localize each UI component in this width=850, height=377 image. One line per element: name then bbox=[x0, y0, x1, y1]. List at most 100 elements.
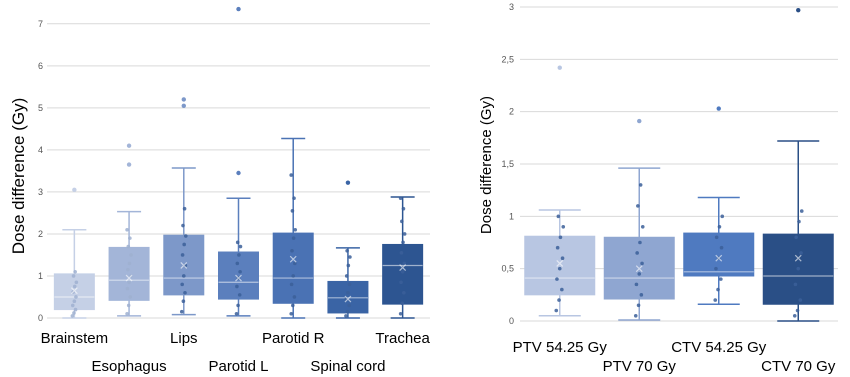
data-point bbox=[635, 251, 639, 255]
outlier-point bbox=[126, 143, 132, 148]
data-point bbox=[560, 287, 564, 292]
data-point bbox=[794, 235, 798, 240]
x-category-label: CTV 54.25 Gy bbox=[671, 339, 767, 356]
data-point bbox=[237, 293, 242, 297]
y-tick-label: 3 bbox=[509, 2, 514, 12]
data-point bbox=[127, 261, 132, 266]
data-point bbox=[640, 225, 645, 229]
data-point bbox=[181, 223, 185, 228]
y-tick-label: 1 bbox=[38, 271, 43, 281]
data-point bbox=[716, 287, 720, 292]
data-point bbox=[399, 251, 404, 255]
data-point bbox=[182, 242, 186, 247]
data-point bbox=[401, 206, 406, 211]
data-point bbox=[181, 299, 186, 303]
data-point bbox=[402, 232, 407, 236]
data-point bbox=[73, 307, 78, 312]
box-trachea bbox=[382, 243, 424, 305]
data-point bbox=[238, 244, 243, 249]
data-point bbox=[713, 298, 718, 302]
data-point bbox=[237, 253, 241, 257]
data-point bbox=[347, 303, 351, 308]
y-tick-label: 0 bbox=[38, 313, 43, 323]
data-point bbox=[799, 209, 804, 213]
data-point bbox=[289, 282, 294, 287]
data-point bbox=[183, 290, 187, 295]
data-point bbox=[346, 290, 350, 295]
data-point bbox=[290, 248, 294, 253]
y-tick-label: 4 bbox=[38, 145, 43, 155]
data-point bbox=[72, 299, 77, 303]
data-point bbox=[555, 245, 560, 250]
data-point bbox=[795, 308, 800, 313]
box-parotid-l bbox=[218, 251, 259, 300]
data-point bbox=[398, 311, 403, 316]
right-chart: 0 0,5 1 1,5 2 2,5 3 PTV 54.25 Gy CTV 54.25 Gy PTV… bbox=[501, 2, 838, 375]
mean-marker bbox=[556, 260, 564, 267]
data-point bbox=[127, 280, 131, 285]
data-point bbox=[292, 295, 297, 299]
y-tick-label: 1 bbox=[509, 211, 514, 221]
data-point bbox=[796, 266, 801, 271]
data-point bbox=[557, 298, 561, 302]
mean-marker bbox=[289, 255, 297, 263]
data-point bbox=[638, 183, 643, 187]
x-category-label: CTV 70 Gy bbox=[761, 358, 836, 375]
outlier-point bbox=[126, 162, 132, 167]
data-point bbox=[180, 282, 184, 287]
data-point bbox=[182, 206, 187, 211]
data-point bbox=[636, 303, 641, 308]
data-point bbox=[128, 295, 133, 299]
data-point bbox=[72, 311, 76, 315]
x-category-label: PTV 70 Gy bbox=[603, 358, 677, 375]
data-point bbox=[180, 253, 185, 257]
y-tick-label: 2 bbox=[38, 229, 43, 239]
data-point bbox=[637, 272, 642, 276]
data-point bbox=[792, 313, 797, 318]
data-point bbox=[290, 209, 295, 213]
data-point bbox=[235, 261, 240, 266]
data-point bbox=[181, 274, 186, 278]
data-point bbox=[72, 284, 77, 289]
mean-marker bbox=[180, 262, 188, 269]
data-point bbox=[126, 244, 131, 249]
mean-marker bbox=[235, 274, 242, 282]
data-point bbox=[400, 301, 405, 306]
x-category-label: Brainstem bbox=[41, 330, 109, 347]
mean-marker bbox=[635, 265, 643, 273]
data-point bbox=[399, 280, 403, 285]
data-point bbox=[125, 311, 129, 316]
data-point bbox=[71, 274, 76, 278]
data-point bbox=[129, 253, 133, 257]
left-chart: 0 1 2 3 4 5 6 7 Brainstem Lips Parotid R Trachea Eso… bbox=[38, 6, 431, 375]
data-point bbox=[291, 236, 296, 240]
data-point bbox=[183, 234, 188, 238]
outlier-point bbox=[72, 187, 77, 193]
data-point bbox=[714, 235, 719, 240]
data-point bbox=[345, 248, 349, 253]
data-point bbox=[717, 225, 722, 229]
data-point bbox=[125, 227, 129, 232]
data-point bbox=[797, 219, 801, 224]
data-point bbox=[398, 196, 403, 201]
outlier-point bbox=[716, 106, 721, 111]
data-point bbox=[640, 261, 644, 266]
data-point bbox=[555, 277, 559, 281]
data-point bbox=[73, 269, 77, 274]
mean-marker bbox=[715, 254, 723, 262]
data-point bbox=[128, 236, 132, 240]
box-spinal-cord bbox=[327, 280, 369, 314]
data-point bbox=[74, 295, 78, 299]
outlier-point bbox=[345, 180, 351, 185]
y-tick-label: 6 bbox=[38, 61, 43, 71]
outlier-point bbox=[796, 7, 801, 13]
data-point bbox=[293, 227, 298, 232]
data-point bbox=[347, 282, 352, 287]
data-point bbox=[556, 214, 561, 219]
y-tick-label: 0,5 bbox=[501, 264, 514, 274]
data-point bbox=[636, 204, 640, 208]
data-point bbox=[714, 266, 718, 271]
data-point bbox=[402, 290, 406, 295]
right-chart-ylabel: Dose difference (Gy) bbox=[478, 96, 495, 234]
